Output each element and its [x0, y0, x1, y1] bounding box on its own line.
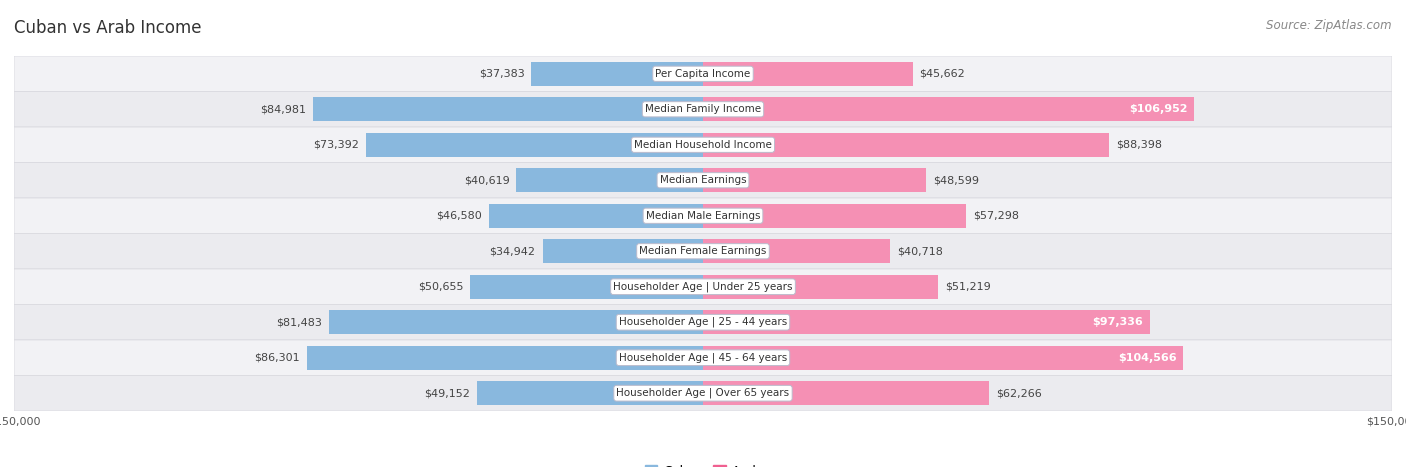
Bar	[703, 239, 890, 263]
FancyBboxPatch shape	[14, 234, 1392, 269]
Bar	[703, 133, 1109, 157]
Text: $49,152: $49,152	[425, 388, 471, 398]
Text: Per Capita Income: Per Capita Income	[655, 69, 751, 79]
Text: Source: ZipAtlas.com: Source: ZipAtlas.com	[1267, 19, 1392, 32]
Bar	[703, 275, 938, 299]
Text: $84,981: $84,981	[260, 104, 305, 114]
Text: $50,655: $50,655	[418, 282, 464, 292]
Bar	[531, 62, 703, 86]
FancyBboxPatch shape	[14, 269, 1392, 304]
Text: $37,383: $37,383	[478, 69, 524, 79]
Text: $45,662: $45,662	[920, 69, 966, 79]
Text: $40,619: $40,619	[464, 175, 509, 185]
Text: Householder Age | Over 65 years: Householder Age | Over 65 years	[616, 388, 790, 398]
Text: $51,219: $51,219	[945, 282, 991, 292]
Bar	[543, 239, 703, 263]
Text: $57,298: $57,298	[973, 211, 1019, 221]
Bar	[703, 346, 1184, 370]
Text: $73,392: $73,392	[314, 140, 359, 150]
Text: Householder Age | Under 25 years: Householder Age | Under 25 years	[613, 282, 793, 292]
Text: $62,266: $62,266	[995, 388, 1042, 398]
FancyBboxPatch shape	[14, 340, 1392, 375]
FancyBboxPatch shape	[14, 127, 1392, 163]
Bar	[471, 275, 703, 299]
Bar	[703, 62, 912, 86]
Text: $40,718: $40,718	[897, 246, 943, 256]
Text: Householder Age | 25 - 44 years: Householder Age | 25 - 44 years	[619, 317, 787, 327]
FancyBboxPatch shape	[14, 163, 1392, 198]
Text: $86,301: $86,301	[254, 353, 299, 363]
Bar	[307, 346, 703, 370]
Text: $106,952: $106,952	[1129, 104, 1187, 114]
FancyBboxPatch shape	[14, 92, 1392, 127]
FancyBboxPatch shape	[14, 198, 1392, 234]
Text: $48,599: $48,599	[934, 175, 979, 185]
Bar	[516, 168, 703, 192]
Bar	[312, 97, 703, 121]
FancyBboxPatch shape	[14, 304, 1392, 340]
Bar	[703, 168, 927, 192]
Bar	[703, 381, 988, 405]
Bar	[329, 310, 703, 334]
Bar	[703, 310, 1150, 334]
Text: Cuban vs Arab Income: Cuban vs Arab Income	[14, 19, 201, 37]
Bar	[366, 133, 703, 157]
Bar	[703, 97, 1194, 121]
Text: Median Family Income: Median Family Income	[645, 104, 761, 114]
Text: Median Male Earnings: Median Male Earnings	[645, 211, 761, 221]
Bar	[489, 204, 703, 228]
Text: $104,566: $104,566	[1118, 353, 1177, 363]
Text: Householder Age | 45 - 64 years: Householder Age | 45 - 64 years	[619, 353, 787, 363]
Bar	[703, 204, 966, 228]
Text: $46,580: $46,580	[436, 211, 482, 221]
FancyBboxPatch shape	[14, 375, 1392, 411]
Text: $34,942: $34,942	[489, 246, 536, 256]
Text: Median Earnings: Median Earnings	[659, 175, 747, 185]
Bar	[477, 381, 703, 405]
Text: $97,336: $97,336	[1092, 317, 1143, 327]
Text: Median Household Income: Median Household Income	[634, 140, 772, 150]
Text: $81,483: $81,483	[276, 317, 322, 327]
Legend: Cuban, Arab: Cuban, Arab	[640, 460, 766, 467]
Text: Median Female Earnings: Median Female Earnings	[640, 246, 766, 256]
FancyBboxPatch shape	[14, 56, 1392, 92]
Text: $88,398: $88,398	[1116, 140, 1161, 150]
